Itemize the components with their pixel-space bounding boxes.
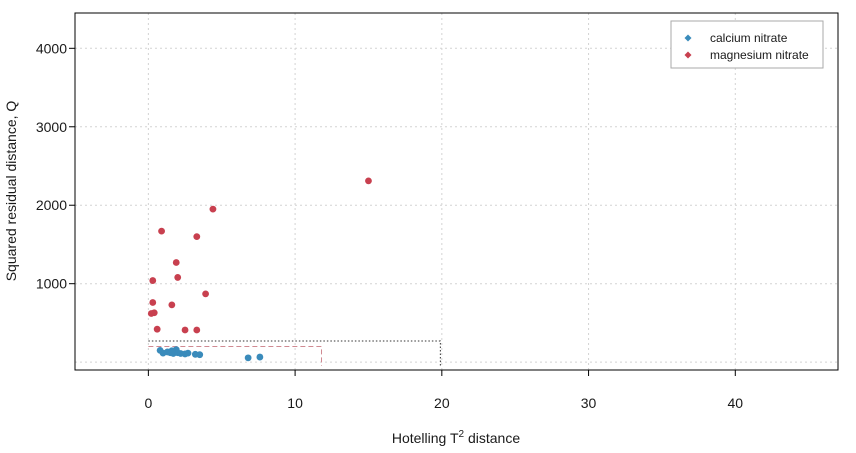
x-tick-label: 10: [287, 395, 303, 411]
legend-marker-calcium-nitrate: [684, 34, 692, 42]
y-axis-title: Squared residual distance, Q: [3, 101, 19, 282]
point-magnesium-nitrate: [181, 326, 189, 334]
y-tick-label: 1000: [36, 276, 67, 292]
point-calcium-nitrate: [168, 347, 176, 355]
point-magnesium-nitrate: [149, 277, 157, 284]
x-tick-label: 20: [434, 395, 450, 411]
legend-label-magnesium-nitrate: magnesium nitrate: [710, 48, 809, 62]
point-calcium-nitrate: [244, 354, 252, 362]
limit-line-dashed: [148, 345, 323, 366]
point-magnesium-nitrate: [174, 274, 182, 281]
x-tick-label: 30: [581, 395, 597, 411]
limit-line-dotted: [148, 340, 441, 366]
point-magnesium-nitrate: [193, 326, 201, 334]
legend: calcium nitrate magnesium nitrate: [670, 20, 824, 69]
legend-label-calcium-nitrate: calcium nitrate: [710, 31, 788, 45]
data-points: [147, 177, 372, 362]
legend-marker-magnesium-nitrate: [684, 51, 692, 59]
x-tick-label: 40: [727, 395, 743, 411]
point-magnesium-nitrate: [153, 325, 161, 333]
point-magnesium-nitrate: [172, 259, 180, 266]
point-magnesium-nitrate: [193, 233, 201, 241]
point-calcium-nitrate: [196, 351, 204, 359]
x-axis-title: Hotelling T2 distance: [392, 429, 520, 446]
acceptance-limits: [148, 340, 441, 366]
legend-box: [670, 20, 824, 69]
y-axis: 1000 2000 3000 4000: [36, 40, 75, 292]
point-magnesium-nitrate: [168, 301, 176, 309]
point-magnesium-nitrate: [202, 290, 209, 298]
x-axis: 0 10 20 30 40: [144, 370, 743, 411]
x-axis-title-superscript: 2: [459, 429, 465, 440]
point-magnesium-nitrate: [158, 227, 165, 235]
plot-frame: [74, 12, 839, 371]
y-tick-label: 2000: [36, 197, 67, 213]
point-magnesium-nitrate: [150, 309, 158, 317]
x-tick-label: 0: [144, 395, 152, 411]
y-tick-label: 3000: [36, 119, 67, 135]
point-magnesium-nitrate: [365, 177, 372, 185]
point-calcium-nitrate: [184, 349, 192, 357]
x-axis-title-rest: distance: [464, 430, 520, 446]
y-tick-label: 4000: [36, 40, 67, 56]
point-calcium-nitrate: [256, 353, 264, 361]
point-magnesium-nitrate: [149, 299, 157, 306]
point-magnesium-nitrate: [209, 205, 217, 213]
